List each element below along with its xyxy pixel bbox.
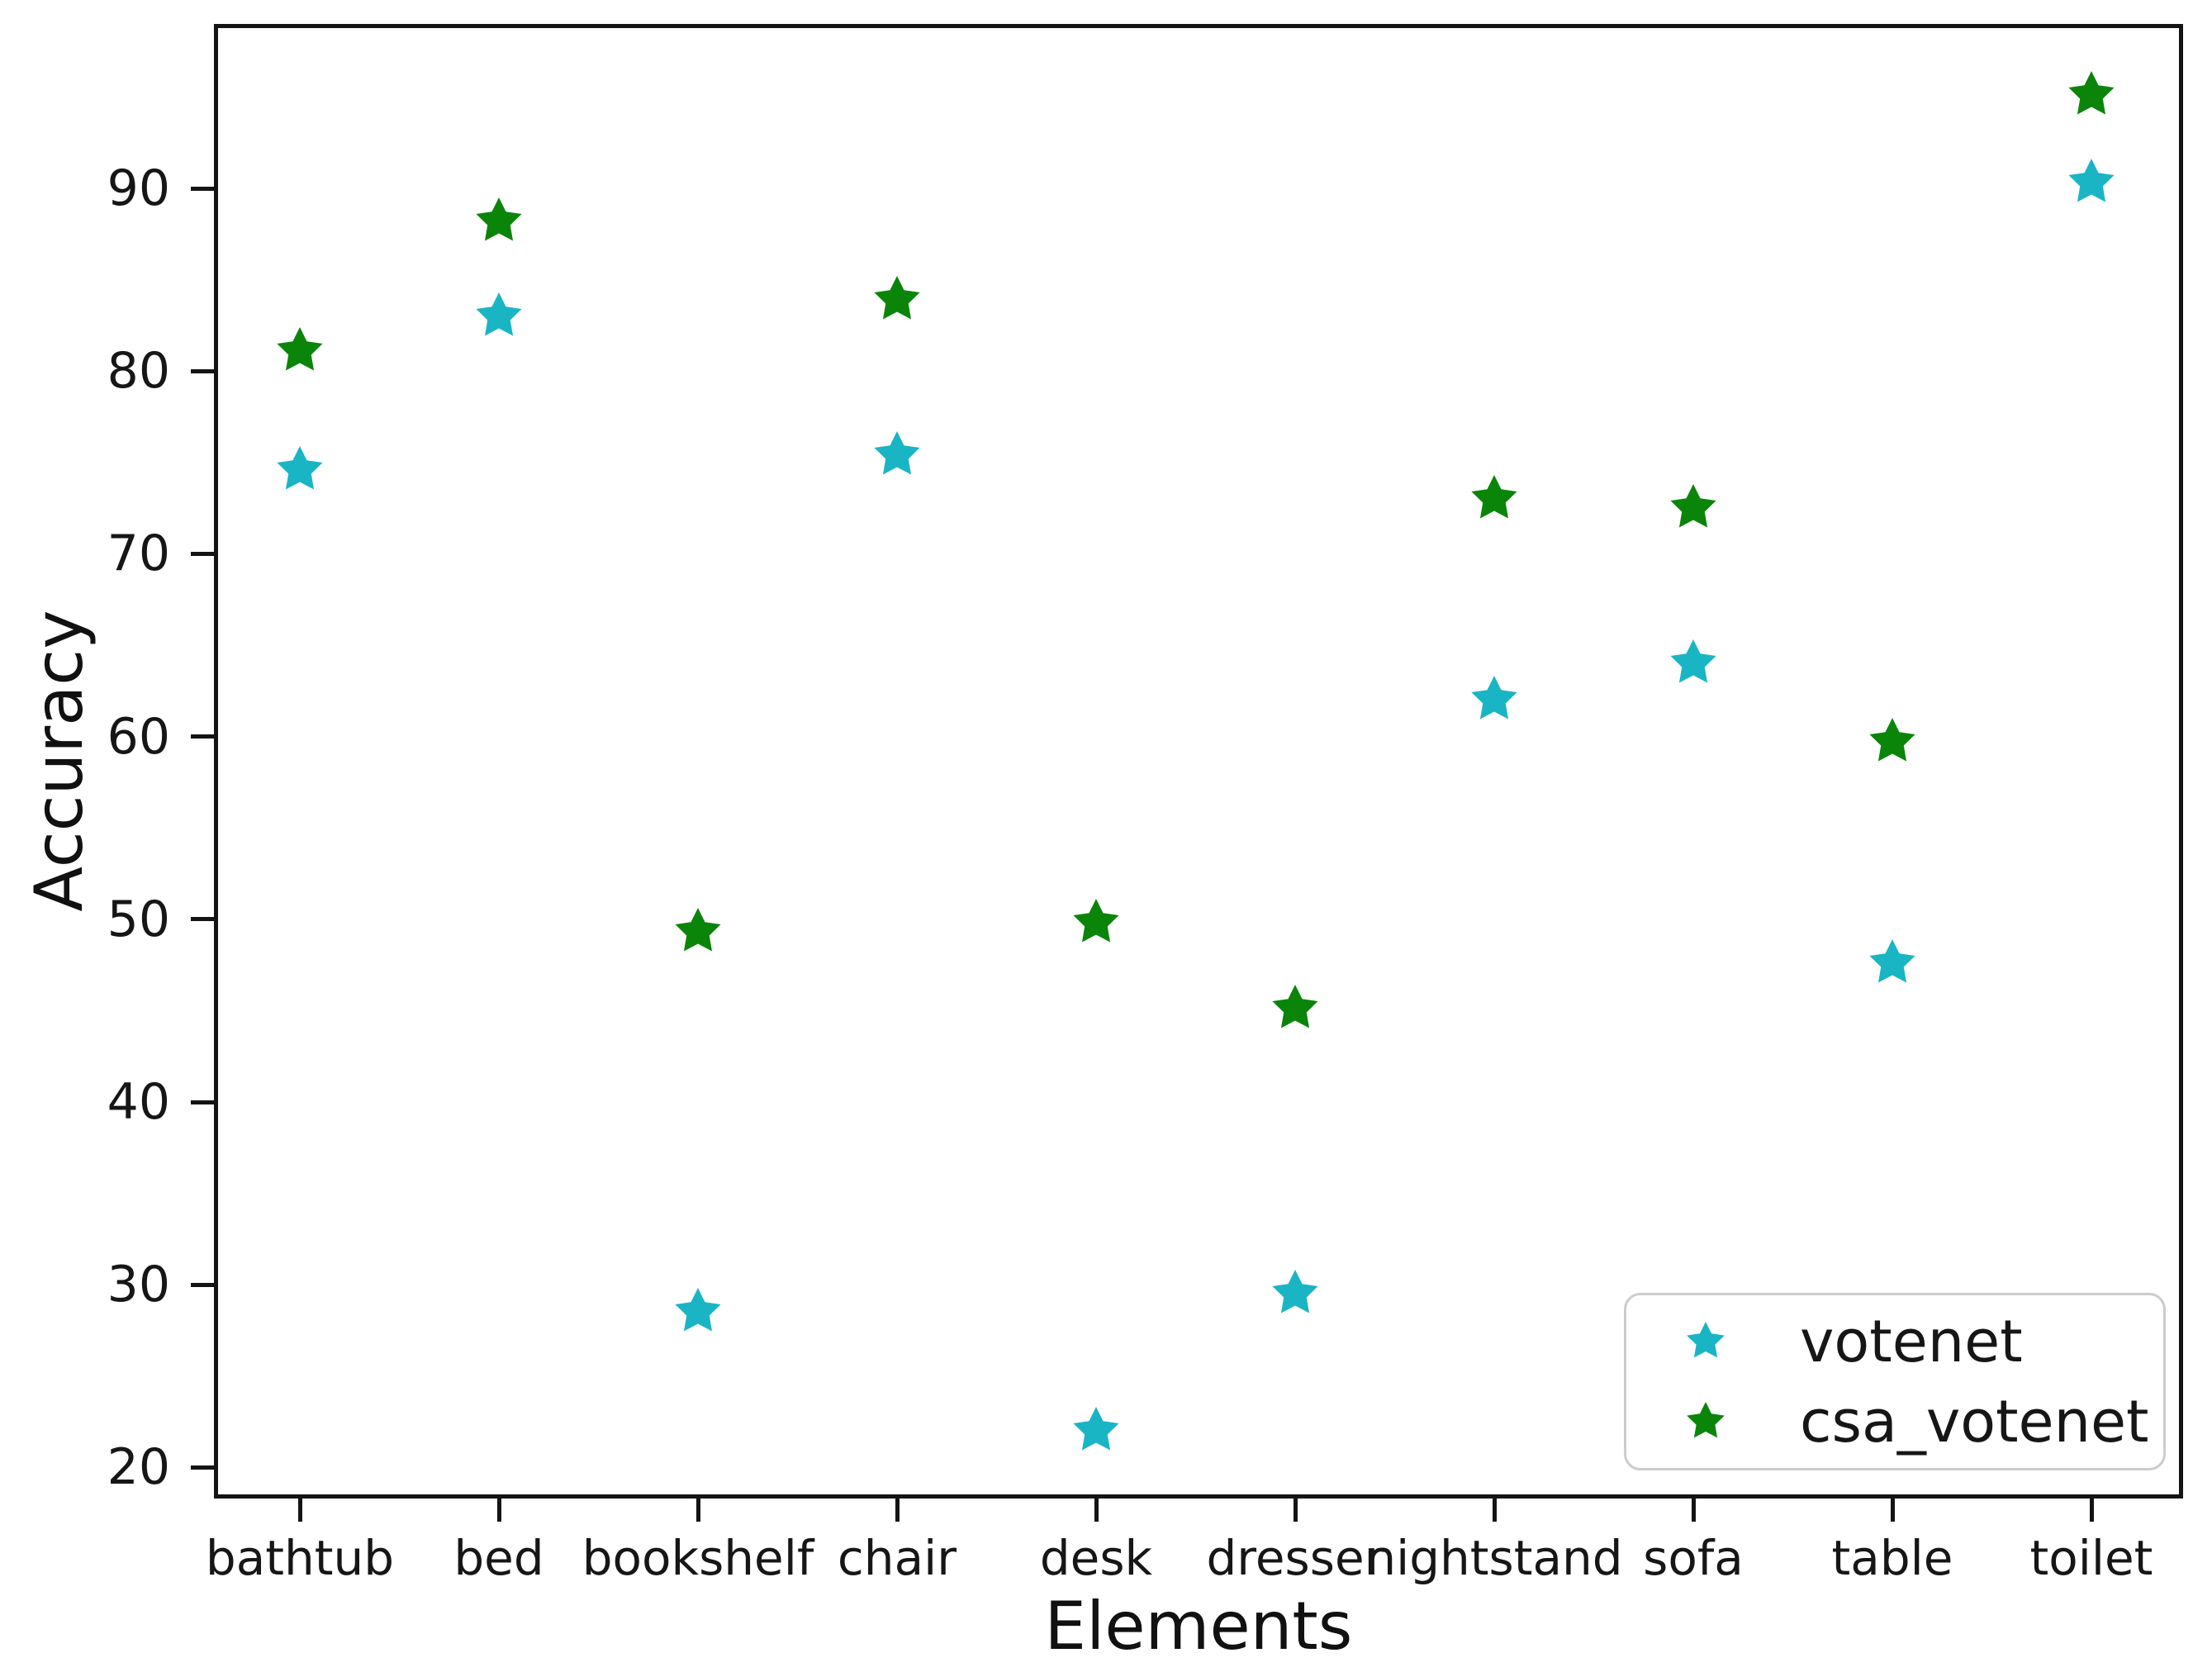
point-csa_votenet-bed — [476, 197, 522, 241]
point-csa_votenet-bookshelf — [675, 908, 721, 952]
x-tick-mark — [2089, 1499, 2094, 1522]
y-tick-mark — [191, 368, 214, 373]
point-csa_votenet-bathtub — [277, 326, 323, 371]
point-votenet-bookshelf — [675, 1288, 721, 1332]
x-tick-mark — [1293, 1499, 1298, 1522]
point-csa_votenet-toilet — [2068, 71, 2115, 115]
votenet-star-icon — [1687, 1322, 1725, 1358]
point-csa_votenet-dresser — [1272, 985, 1318, 1028]
y-tick-mark — [191, 917, 214, 922]
point-votenet-sofa — [1670, 639, 1716, 683]
x-tick-label-bathtub: bathtub — [205, 1530, 395, 1586]
y-tick-mark — [191, 734, 214, 739]
x-tick-label-dresser: dresser — [1206, 1530, 1384, 1586]
point-csa_votenet-chair — [874, 275, 920, 320]
x-tick-label-bed: bed — [453, 1530, 544, 1586]
x-tick-label-bookshelf: bookshelf — [581, 1530, 814, 1586]
point-csa_votenet-table — [1869, 718, 1915, 762]
y-tick-label: 60 — [107, 707, 170, 766]
csa-votenet-star-icon — [1687, 1401, 1725, 1438]
y-tick-mark — [191, 551, 214, 556]
x-tick-mark — [1094, 1499, 1099, 1522]
point-votenet-nightstand — [1471, 676, 1517, 720]
y-tick-label: 50 — [107, 890, 170, 948]
point-votenet-bed — [476, 292, 522, 336]
x-tick-label-table: table — [1831, 1530, 1953, 1586]
x-tick-mark — [695, 1499, 700, 1522]
y-tick-label: 90 — [107, 159, 170, 218]
plot-area — [214, 24, 2183, 1499]
x-tick-mark — [895, 1499, 900, 1522]
x-axis-label: Elements — [1044, 1588, 1353, 1665]
x-tick-mark — [297, 1499, 302, 1522]
x-tick-mark — [1890, 1499, 1895, 1522]
x-tick-label-nightstand: nightstand — [1365, 1530, 1623, 1586]
x-tick-label-desk: desk — [1039, 1530, 1153, 1586]
y-tick-mark — [191, 1465, 214, 1470]
point-votenet-table — [1869, 938, 1915, 983]
y-tick-label: 70 — [107, 525, 170, 583]
point-votenet-desk — [1073, 1407, 1119, 1451]
x-tick-mark — [1691, 1499, 1696, 1522]
y-tick-label: 20 — [107, 1438, 170, 1497]
x-tick-mark — [496, 1499, 501, 1522]
y-tick-label: 30 — [107, 1256, 170, 1314]
legend-item-csa-votenet: csa_votenet — [1684, 1393, 2155, 1451]
legend-item-votenet: votenet — [1684, 1313, 2155, 1370]
x-tick-label-sofa: sofa — [1643, 1530, 1744, 1586]
point-votenet-dresser — [1272, 1270, 1318, 1313]
y-tick-mark — [191, 1100, 214, 1104]
y-tick-label: 80 — [107, 342, 170, 401]
legend-label-csa-votenet: csa_votenet — [1800, 1387, 2149, 1456]
y-tick-label: 40 — [107, 1073, 170, 1132]
x-tick-mark — [1492, 1499, 1497, 1522]
x-tick-label-chair: chair — [837, 1530, 957, 1586]
point-votenet-toilet — [2068, 159, 2115, 202]
y-tick-mark — [191, 186, 214, 191]
legend: votenet csa_votenet — [1624, 1293, 2166, 1470]
point-csa_votenet-sofa — [1670, 484, 1716, 528]
y-tick-mark — [191, 1282, 214, 1287]
x-tick-label-toilet: toilet — [2029, 1530, 2153, 1586]
point-csa_votenet-desk — [1073, 899, 1119, 943]
point-csa_votenet-nightstand — [1471, 475, 1517, 519]
legend-label-votenet: votenet — [1800, 1308, 2023, 1376]
point-votenet-bathtub — [277, 445, 323, 490]
point-votenet-chair — [874, 431, 920, 475]
